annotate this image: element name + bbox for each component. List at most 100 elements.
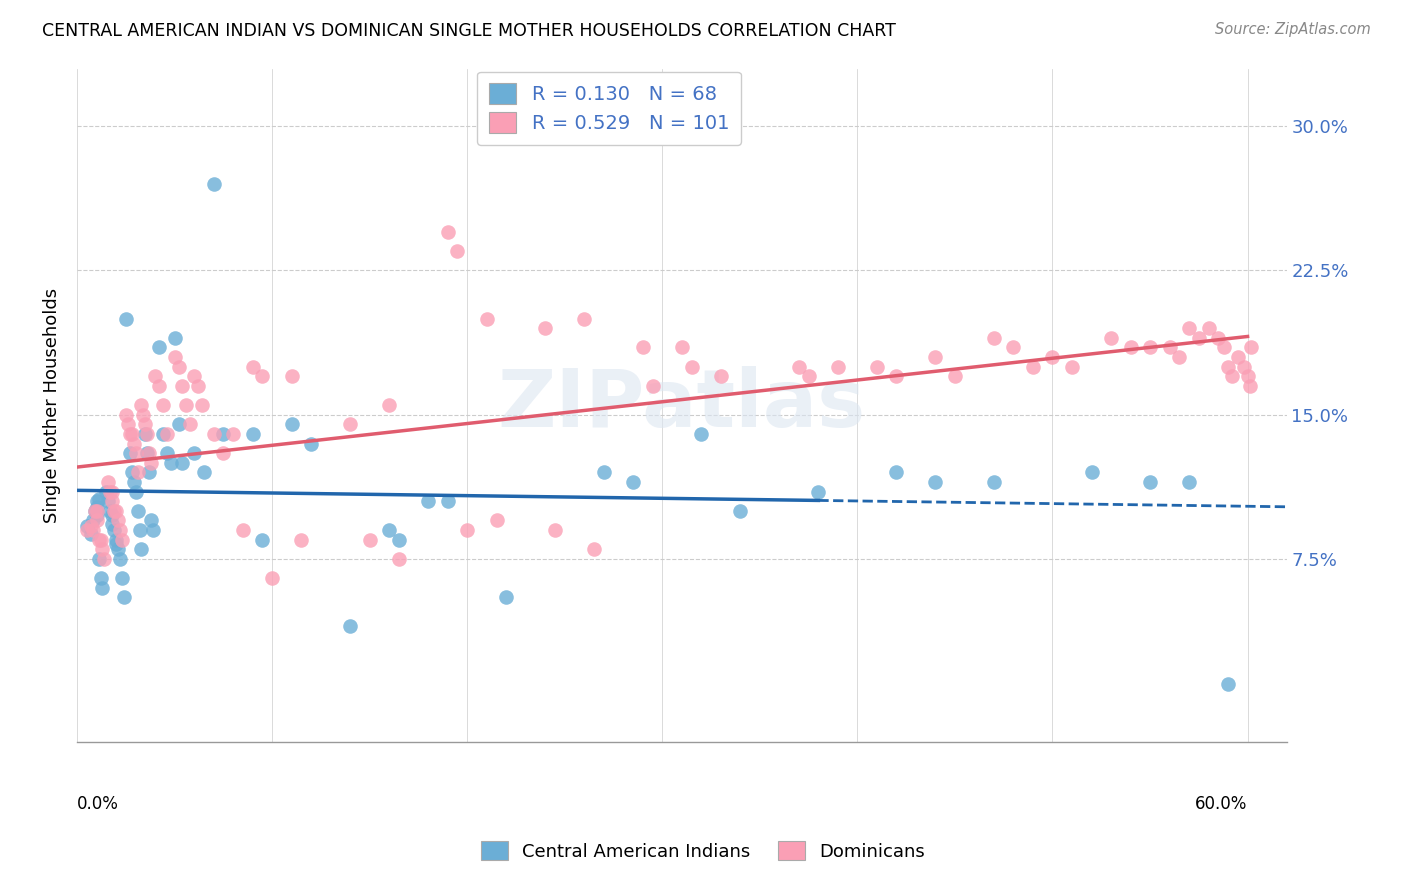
Point [222, 426, 245, 441]
Point [89, 533, 111, 547]
Y-axis label: Single Mother Households: Single Mother Households [44, 287, 60, 523]
Point [983, 475, 1005, 489]
Point [621, 475, 644, 489]
Point [152, 426, 174, 441]
Point [202, 426, 225, 441]
Point [127, 466, 149, 480]
Point [97, 494, 120, 508]
Point [262, 571, 284, 585]
Point [797, 369, 820, 384]
Point [232, 523, 254, 537]
Point [359, 533, 381, 547]
Point [1220, 369, 1243, 384]
Point [87, 552, 110, 566]
Point [121, 466, 143, 480]
Point [827, 359, 849, 374]
Point [1002, 340, 1025, 354]
Point [1198, 321, 1220, 335]
Point [118, 446, 141, 460]
Point [212, 426, 235, 441]
Point [103, 504, 125, 518]
Point [86, 508, 108, 522]
Point [495, 591, 517, 605]
Point [242, 426, 264, 441]
Point [97, 475, 120, 489]
Point [156, 446, 179, 460]
Point [191, 398, 214, 412]
Point [138, 446, 160, 460]
Point [1168, 350, 1191, 364]
Point [388, 533, 411, 547]
Point [131, 398, 153, 412]
Point [730, 504, 752, 518]
Point [107, 542, 129, 557]
Point [127, 504, 149, 518]
Point [80, 519, 103, 533]
Point [156, 426, 179, 441]
Point [159, 456, 181, 470]
Point [1213, 340, 1236, 354]
Text: CENTRAL AMERICAN INDIAN VS DOMINICAN SINGLE MOTHER HOUSEHOLDS CORRELATION CHART: CENTRAL AMERICAN INDIAN VS DOMINICAN SIN… [42, 22, 896, 40]
Text: 60.0%: 60.0% [1195, 796, 1247, 814]
Point [134, 426, 156, 441]
Point [242, 359, 264, 374]
Point [671, 340, 693, 354]
Point [134, 417, 156, 432]
Point [446, 244, 468, 259]
Point [163, 350, 186, 364]
Point [1226, 350, 1249, 364]
Point [1208, 331, 1230, 345]
Point [118, 426, 141, 441]
Point [91, 542, 114, 557]
Point [108, 523, 131, 537]
Point [592, 466, 614, 480]
Point [1139, 340, 1161, 354]
Point [131, 542, 153, 557]
Legend: R = 0.130   N = 68, R = 0.529   N = 101: R = 0.130 N = 68, R = 0.529 N = 101 [478, 71, 741, 145]
Point [115, 311, 138, 326]
Point [117, 417, 139, 432]
Point [418, 494, 440, 508]
Point [87, 533, 110, 547]
Point [183, 369, 205, 384]
Point [807, 484, 830, 499]
Point [179, 417, 201, 432]
Point [93, 552, 115, 566]
Point [172, 379, 194, 393]
Point [574, 311, 596, 326]
Point [82, 523, 104, 537]
Point [290, 533, 312, 547]
Point [1178, 475, 1201, 489]
Point [132, 408, 155, 422]
Point [339, 619, 361, 633]
Point [280, 369, 302, 384]
Point [91, 581, 114, 595]
Point [111, 533, 134, 547]
Point [176, 398, 198, 412]
Point [475, 311, 498, 326]
Point [124, 446, 146, 460]
Point [183, 446, 205, 460]
Point [112, 591, 135, 605]
Point [1233, 359, 1256, 374]
Point [163, 331, 186, 345]
Point [1080, 466, 1102, 480]
Point [299, 436, 322, 450]
Point [111, 571, 134, 585]
Point [141, 513, 163, 527]
Point [152, 398, 174, 412]
Point [436, 494, 458, 508]
Point [101, 484, 124, 499]
Point [136, 426, 159, 441]
Point [172, 456, 194, 470]
Point [280, 417, 302, 432]
Point [378, 523, 401, 537]
Point [124, 484, 146, 499]
Point [252, 533, 274, 547]
Point [1236, 369, 1258, 384]
Point [1022, 359, 1045, 374]
Point [1240, 340, 1263, 354]
Point [105, 504, 128, 518]
Point [86, 513, 108, 527]
Point [641, 379, 664, 393]
